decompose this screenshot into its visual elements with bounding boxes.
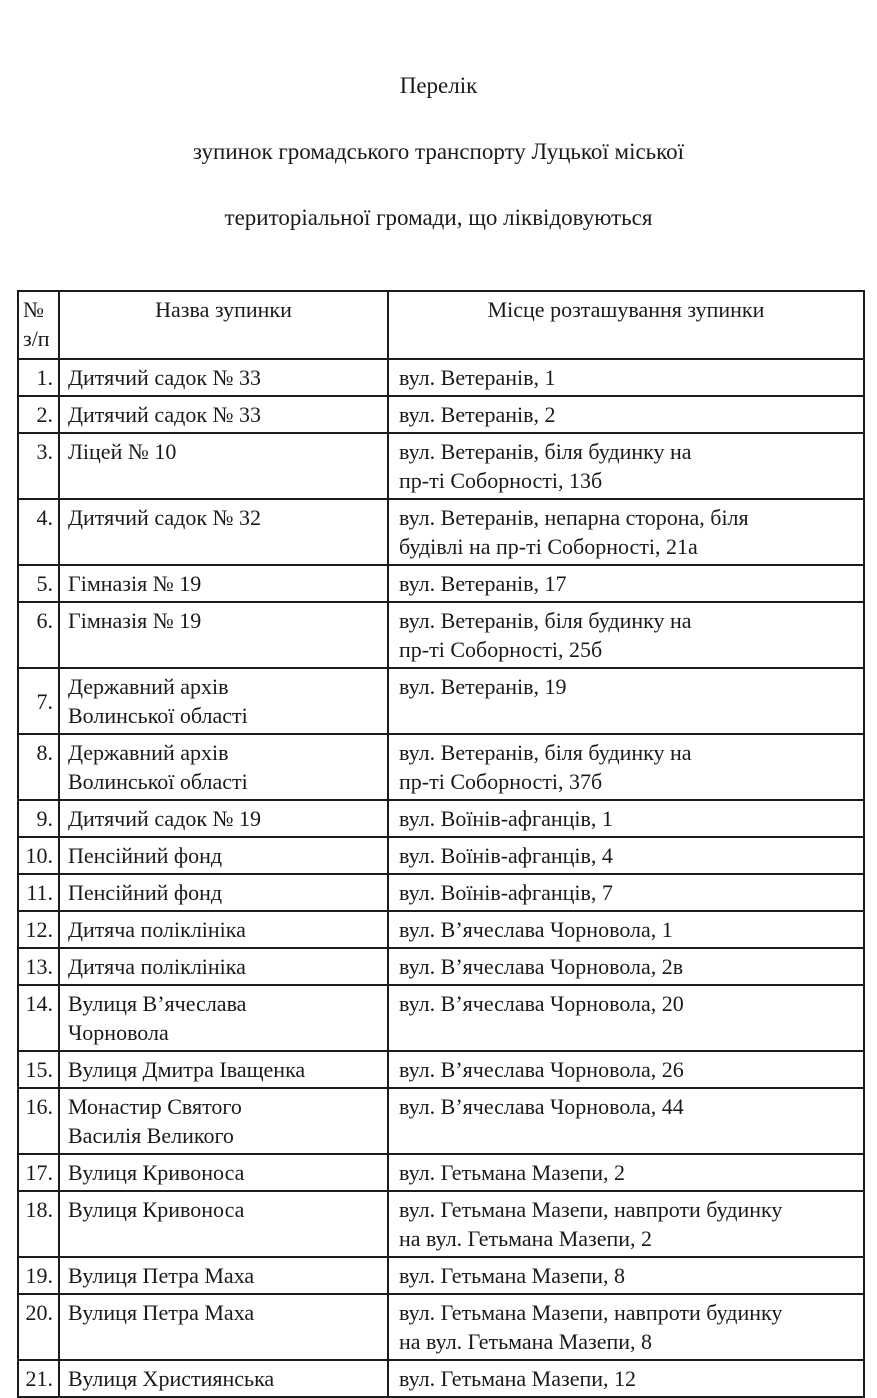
stop-location-cell: вул. Ветеранів, біля будинку на пр-ті Со… xyxy=(387,733,865,801)
table-row: 20. Вулиця Петра Маха вул. Гетьмана Мазе… xyxy=(17,1293,865,1361)
table-row: 1. Дитячий садок № 33 вул. Ветеранів, 1 xyxy=(17,358,865,397)
stop-location-cell: вул. Гетьмана Мазепи, 12 xyxy=(387,1359,865,1398)
table-row: 6. Гімназія № 19 вул. Ветеранів, біля бу… xyxy=(17,601,865,669)
stop-location-cell: вул. Ветеранів, 2 xyxy=(387,395,865,434)
stop-name-cell: Дитячий садок № 33 xyxy=(58,358,389,397)
stop-name-cell: Пенсійний фонд xyxy=(58,873,389,912)
stop-name-cell: Вулиця Дмитра Іващенка xyxy=(58,1050,389,1089)
stop-location-cell: вул. В’ячеслава Чорновола, 20 xyxy=(387,984,865,1052)
table-row: 10. Пенсійний фонд вул. Воїнів-афганців,… xyxy=(17,836,865,875)
stop-location-cell: вул. Ветеранів, 19 xyxy=(387,667,865,735)
table-row: 15. Вулиця Дмитра Іващенка вул. В’ячесла… xyxy=(17,1050,865,1089)
stop-name-cell: Гімназія № 19 xyxy=(58,601,389,669)
stop-location-cell: вул. Гетьмана Мазепи, 8 xyxy=(387,1256,865,1295)
table-row: 16. Монастир Святого Василія Великого ву… xyxy=(17,1087,865,1155)
stop-name-cell: Державний архів Волинської області xyxy=(58,733,389,801)
table-row: 19. Вулиця Петра Маха вул. Гетьмана Мазе… xyxy=(17,1256,865,1295)
row-number-cell: 8. xyxy=(17,733,60,801)
row-number-cell: 13. xyxy=(17,947,60,986)
stop-name-cell: Дитячий садок № 32 xyxy=(58,498,389,566)
table-row: 12. Дитяча поліклініка вул. В’ячеслава Ч… xyxy=(17,910,865,949)
table-row: 2. Дитячий садок № 33 вул. Ветеранів, 2 xyxy=(17,395,865,434)
row-number-cell: 3. xyxy=(17,432,60,500)
stop-location-cell: вул. В’ячеслава Чорновола, 26 xyxy=(387,1050,865,1089)
stop-name-cell: Вулиця Петра Маха xyxy=(58,1293,389,1361)
stop-name-cell: Дитяча поліклініка xyxy=(58,947,389,986)
stop-name-cell: Вулиця В’ячеслава Чорновола xyxy=(58,984,389,1052)
stop-name-cell: Ліцей № 10 xyxy=(58,432,389,500)
table-row: 18. Вулиця Кривоноса вул. Гетьмана Мазеп… xyxy=(17,1190,865,1258)
table-row: 8. Державний архів Волинської області ву… xyxy=(17,733,865,801)
row-number-cell: 16. xyxy=(17,1087,60,1155)
title-line-1: Перелік xyxy=(399,73,478,98)
table-header: № з/п Назва зупинки Місце розташування з… xyxy=(17,290,865,360)
stop-location-cell: вул. Ветеранів, 17 xyxy=(387,564,865,603)
row-number-cell: 12. xyxy=(17,910,60,949)
stop-name-cell: Гімназія № 19 xyxy=(58,564,389,603)
stop-location-cell: вул. Воїнів-афганців, 7 xyxy=(387,873,865,912)
row-number-cell: 9. xyxy=(17,799,60,838)
stop-name-cell: Монастир Святого Василія Великого xyxy=(58,1087,389,1155)
stop-location-cell: вул. Гетьмана Мазепи, 2 xyxy=(387,1153,865,1192)
row-number-cell: 11. xyxy=(17,873,60,912)
title-line-3: територіальної громади, що ліквідовуютьс… xyxy=(224,205,653,230)
row-number-cell: 4. xyxy=(17,498,60,566)
row-number-cell: 21. xyxy=(17,1359,60,1398)
stop-name-cell: Дитячий садок № 19 xyxy=(58,799,389,838)
document-title: Перелік зупинок громадського транспорту … xyxy=(0,36,877,267)
row-number-cell: 18. xyxy=(17,1190,60,1258)
row-number-cell: 20. xyxy=(17,1293,60,1361)
table-row: 11. Пенсійний фонд вул. Воїнів-афганців,… xyxy=(17,873,865,912)
row-number-cell: 14. xyxy=(17,984,60,1052)
row-number-cell: 5. xyxy=(17,564,60,603)
stops-table: № з/п Назва зупинки Місце розташування з… xyxy=(17,290,865,1398)
header-row: № з/п Назва зупинки Місце розташування з… xyxy=(17,290,865,360)
row-number-cell: 10. xyxy=(17,836,60,875)
table-row: 9. Дитячий садок № 19 вул. Воїнів-афганц… xyxy=(17,799,865,838)
row-number-cell: 1. xyxy=(17,358,60,397)
stop-location-cell: вул. В’ячеслава Чорновола, 2в xyxy=(387,947,865,986)
table-row: 3. Ліцей № 10 вул. Ветеранів, біля будин… xyxy=(17,432,865,500)
stop-location-cell: вул. Гетьмана Мазепи, навпроти будинку н… xyxy=(387,1293,865,1361)
row-number-cell: 7. xyxy=(17,667,60,735)
stop-location-cell: вул. Ветеранів, біля будинку на пр-ті Со… xyxy=(387,601,865,669)
stop-name-cell: Пенсійний фонд xyxy=(58,836,389,875)
table-row: 13. Дитяча поліклініка вул. В’ячеслава Ч… xyxy=(17,947,865,986)
row-number-cell: 15. xyxy=(17,1050,60,1089)
table-body: 1. Дитячий садок № 33 вул. Ветеранів, 1 … xyxy=(17,358,865,1398)
stop-location-cell: вул. Воїнів-афганців, 1 xyxy=(387,799,865,838)
row-number-cell: 2. xyxy=(17,395,60,434)
stop-name-cell: Вулиця Кривоноса xyxy=(58,1153,389,1192)
table-row: 5. Гімназія № 19 вул. Ветеранів, 17 xyxy=(17,564,865,603)
stop-location-cell: вул. Ветеранів, непарна сторона, біля бу… xyxy=(387,498,865,566)
stop-location-cell: вул. Гетьмана Мазепи, навпроти будинку н… xyxy=(387,1190,865,1258)
stop-location-cell: вул. Воїнів-афганців, 4 xyxy=(387,836,865,875)
header-cell-name: Назва зупинки xyxy=(58,290,389,360)
stop-location-cell: вул. Ветеранів, 1 xyxy=(387,358,865,397)
row-number-cell: 19. xyxy=(17,1256,60,1295)
table-row: 7. Державний архів Волинської області ву… xyxy=(17,667,865,735)
row-number-cell: 6. xyxy=(17,601,60,669)
row-number-cell: 17. xyxy=(17,1153,60,1192)
table-row: 17. Вулиця Кривоноса вул. Гетьмана Мазеп… xyxy=(17,1153,865,1192)
stop-name-cell: Державний архів Волинської області xyxy=(58,667,389,735)
stop-location-cell: вул. В’ячеслава Чорновола, 44 xyxy=(387,1087,865,1155)
document-page: Перелік зупинок громадського транспорту … xyxy=(0,36,877,1398)
title-line-2: зупинок громадського транспорту Луцької … xyxy=(192,139,685,164)
table-row: 4. Дитячий садок № 32 вул. Ветеранів, не… xyxy=(17,498,865,566)
stop-name-cell: Дитяча поліклініка xyxy=(58,910,389,949)
stop-name-cell: Вулиця Християнська xyxy=(58,1359,389,1398)
stop-name-cell: Вулиця Кривоноса xyxy=(58,1190,389,1258)
stop-location-cell: вул. Ветеранів, біля будинку на пр-ті Со… xyxy=(387,432,865,500)
stop-name-cell: Дитячий садок № 33 xyxy=(58,395,389,434)
stop-name-cell: Вулиця Петра Маха xyxy=(58,1256,389,1295)
header-cell-location: Місце розташування зупинки xyxy=(387,290,865,360)
header-cell-number: № з/п xyxy=(17,290,60,360)
table-row: 14. Вулиця В’ячеслава Чорновола вул. В’я… xyxy=(17,984,865,1052)
table-row: 21. Вулиця Християнська вул. Гетьмана Ма… xyxy=(17,1359,865,1398)
stop-location-cell: вул. В’ячеслава Чорновола, 1 xyxy=(387,910,865,949)
